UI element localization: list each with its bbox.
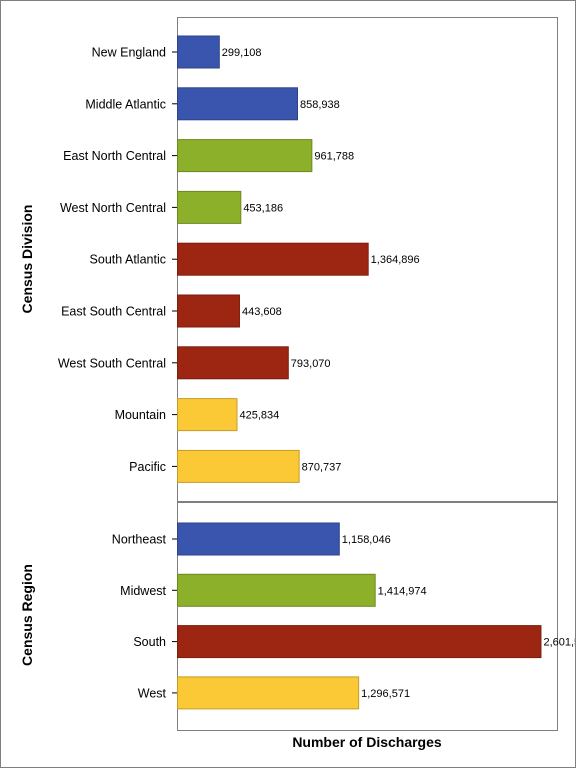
panel-frame — [177, 502, 558, 731]
data-label: 870,737 — [302, 461, 342, 473]
bar — [177, 35, 220, 69]
category-label: South Atlantic — [90, 253, 166, 267]
category-label: South — [133, 635, 166, 649]
bar — [177, 242, 369, 276]
bar — [177, 346, 289, 380]
category-label: West — [138, 686, 167, 700]
bar — [177, 190, 242, 224]
data-label: 1,414,974 — [378, 585, 427, 597]
category-label: Middle Atlantic — [85, 97, 166, 111]
data-label: 1,158,046 — [342, 534, 391, 546]
category-label: Pacific — [129, 460, 166, 474]
data-label: 1,364,896 — [371, 254, 420, 266]
bar — [177, 522, 340, 556]
category-label: New England — [92, 46, 166, 60]
bar — [177, 573, 376, 607]
category-label: Northeast — [112, 533, 167, 547]
category-label: West North Central — [60, 201, 166, 215]
bar — [177, 139, 313, 173]
category-label: East South Central — [61, 305, 166, 319]
data-label: 1,296,571 — [361, 688, 410, 700]
category-label: Mountain — [115, 408, 166, 422]
bar — [177, 676, 360, 710]
bar — [177, 398, 238, 432]
y-axis-title: Census Region — [19, 564, 35, 666]
category-label: East North Central — [63, 149, 166, 163]
bar — [177, 449, 300, 483]
y-axis-title: Census Division — [19, 205, 35, 314]
category-label: Midwest — [120, 584, 166, 598]
data-label: 425,834 — [239, 410, 279, 422]
panel-1: Census Division New England 299,108 Middle … — [19, 17, 558, 502]
x-axis-title: Number of Discharges — [292, 734, 442, 750]
bar — [177, 625, 542, 659]
data-label: 858,938 — [300, 99, 340, 111]
data-label: 961,788 — [314, 151, 354, 163]
chart-panels: Census Division New England 299,108 Middle … — [19, 17, 575, 731]
data-label: 2,601,574 — [543, 637, 575, 649]
data-label: 453,186 — [243, 202, 283, 214]
data-label: 443,608 — [242, 306, 282, 318]
bar — [177, 87, 298, 121]
data-label: 299,108 — [222, 47, 262, 59]
data-label: 793,070 — [291, 358, 331, 370]
panel-2: Census Region Northeast 1,158,046 Midwest 1,… — [19, 502, 575, 731]
bar — [177, 294, 240, 328]
category-label: West South Central — [58, 356, 166, 370]
